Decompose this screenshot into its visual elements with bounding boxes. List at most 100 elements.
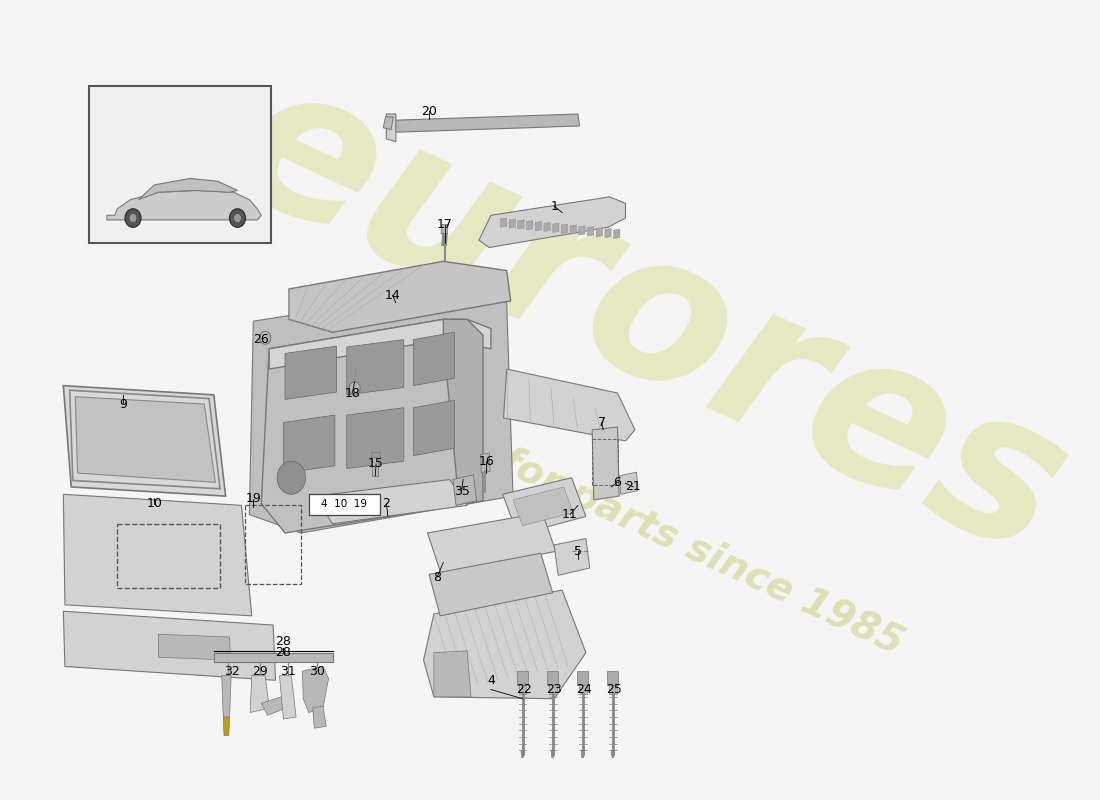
Polygon shape (481, 453, 491, 473)
Polygon shape (158, 634, 230, 660)
Text: 5: 5 (574, 545, 582, 558)
Polygon shape (554, 538, 590, 575)
Text: 14: 14 (385, 289, 400, 302)
Polygon shape (262, 319, 468, 533)
Polygon shape (107, 190, 262, 220)
Polygon shape (607, 671, 618, 685)
Polygon shape (428, 513, 556, 574)
Circle shape (230, 209, 245, 227)
Polygon shape (433, 651, 471, 697)
Polygon shape (579, 685, 586, 694)
Polygon shape (64, 611, 275, 680)
Polygon shape (383, 117, 394, 130)
Polygon shape (504, 369, 635, 441)
Polygon shape (561, 224, 568, 234)
Text: a passion for parts since 1985: a passion for parts since 1985 (294, 349, 910, 662)
Circle shape (233, 214, 242, 222)
Polygon shape (223, 717, 230, 735)
Text: 31: 31 (280, 665, 296, 678)
Polygon shape (517, 671, 528, 685)
Polygon shape (592, 427, 619, 500)
Text: 8: 8 (433, 570, 441, 584)
Polygon shape (521, 750, 524, 758)
Polygon shape (388, 114, 580, 133)
Polygon shape (536, 222, 541, 230)
Text: 17: 17 (437, 218, 453, 231)
Polygon shape (614, 230, 620, 238)
Polygon shape (552, 223, 559, 233)
Polygon shape (513, 487, 573, 526)
Polygon shape (64, 494, 252, 616)
Text: eurores: eurores (204, 42, 1096, 600)
Text: 24: 24 (576, 683, 592, 696)
Polygon shape (605, 229, 612, 238)
Text: 11: 11 (562, 508, 578, 521)
Text: 32: 32 (224, 665, 240, 678)
Text: 20: 20 (421, 105, 437, 118)
Polygon shape (518, 685, 527, 694)
Polygon shape (213, 653, 332, 662)
FancyBboxPatch shape (89, 86, 271, 243)
Polygon shape (509, 219, 516, 228)
Polygon shape (414, 332, 454, 386)
Text: 7: 7 (597, 416, 606, 429)
Polygon shape (587, 226, 594, 236)
Polygon shape (503, 478, 586, 535)
Polygon shape (619, 472, 638, 494)
Polygon shape (139, 178, 238, 200)
Text: 29: 29 (252, 665, 267, 678)
Polygon shape (346, 340, 404, 395)
Circle shape (129, 214, 138, 222)
Text: 15: 15 (368, 458, 384, 470)
Polygon shape (250, 676, 270, 713)
Text: 16: 16 (478, 454, 494, 468)
Polygon shape (608, 685, 617, 694)
Text: 25: 25 (606, 683, 623, 696)
Polygon shape (262, 697, 287, 715)
Polygon shape (500, 218, 507, 227)
Polygon shape (372, 454, 378, 476)
FancyBboxPatch shape (309, 494, 379, 514)
Circle shape (349, 382, 360, 395)
Polygon shape (270, 319, 491, 369)
Polygon shape (527, 221, 532, 230)
Polygon shape (442, 234, 448, 246)
Polygon shape (414, 400, 454, 456)
Text: 6: 6 (614, 476, 622, 489)
Text: 19: 19 (245, 492, 261, 506)
Polygon shape (346, 408, 404, 469)
Polygon shape (429, 554, 552, 616)
Polygon shape (75, 397, 216, 482)
Polygon shape (64, 386, 226, 496)
Text: 30: 30 (309, 665, 324, 678)
Text: 1: 1 (550, 199, 558, 213)
Text: 18: 18 (344, 386, 360, 399)
Text: 10: 10 (146, 497, 163, 510)
Circle shape (277, 461, 306, 494)
Polygon shape (443, 319, 483, 506)
Circle shape (125, 209, 141, 227)
Polygon shape (578, 671, 588, 685)
Text: 23: 23 (547, 683, 562, 696)
Polygon shape (441, 225, 448, 234)
Polygon shape (579, 226, 585, 235)
Polygon shape (453, 475, 476, 506)
Text: 21: 21 (626, 481, 641, 494)
Text: 26: 26 (253, 333, 270, 346)
Text: 4  10  19: 4 10 19 (321, 499, 367, 510)
Polygon shape (386, 114, 396, 142)
Polygon shape (596, 227, 603, 237)
Polygon shape (478, 197, 626, 247)
Polygon shape (612, 750, 615, 758)
Polygon shape (315, 479, 468, 524)
Polygon shape (289, 262, 510, 332)
Text: 28: 28 (275, 646, 292, 659)
Polygon shape (547, 671, 558, 685)
Polygon shape (424, 590, 586, 698)
Polygon shape (543, 222, 550, 231)
Polygon shape (570, 225, 576, 234)
Text: 35: 35 (453, 485, 470, 498)
Polygon shape (222, 676, 231, 717)
Text: 22: 22 (516, 683, 532, 696)
Text: 2: 2 (383, 497, 390, 510)
